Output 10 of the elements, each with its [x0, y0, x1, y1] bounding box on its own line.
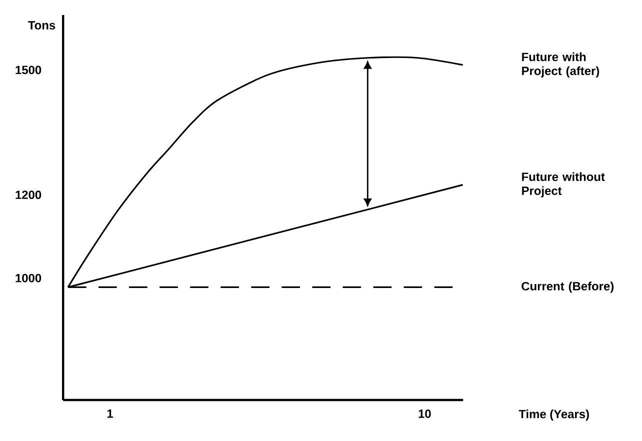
y-tick-label: 1500: [16, 66, 42, 74]
y-tick-label: 1000: [16, 274, 42, 282]
y-tick-label: 1200: [16, 190, 42, 200]
y-axis-title: Tons: [28, 21, 56, 30]
x-tick-label: 1: [107, 410, 113, 418]
text: Future without Project: [522, 172, 605, 198]
x-axis-title: Time (Years): [518, 410, 589, 421]
text: Future with Project (after): [522, 52, 600, 78]
text: Current (Before): [522, 282, 614, 293]
x-tick-label: 10: [418, 410, 431, 418]
